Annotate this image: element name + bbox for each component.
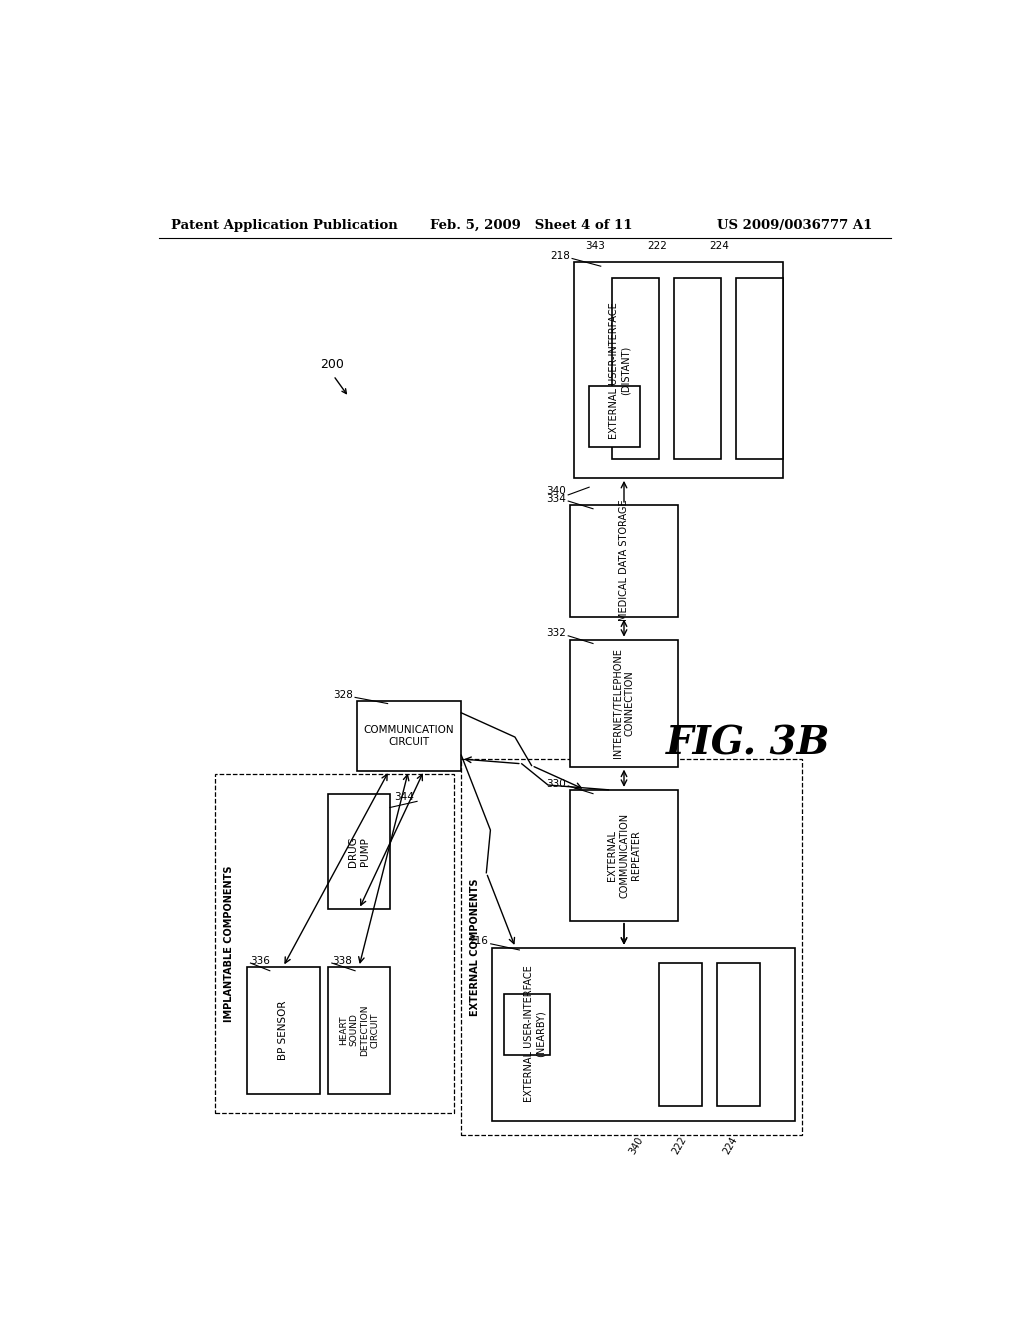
Text: 344: 344 [394, 792, 414, 803]
Bar [612, 277, 658, 459]
Text: BP SENSOR: BP SENSOR [278, 1001, 288, 1060]
Text: 224: 224 [721, 1135, 739, 1156]
Bar [493, 948, 795, 1121]
Text: 224: 224 [710, 240, 729, 251]
Text: MEDICAL DATA STORAGE: MEDICAL DATA STORAGE [618, 499, 629, 622]
Text: FIG. 3B: FIG. 3B [666, 725, 830, 763]
Text: US 2009/0036777 A1: US 2009/0036777 A1 [717, 219, 872, 232]
Text: COMMUNICATION
CIRCUIT: COMMUNICATION CIRCUIT [364, 725, 454, 747]
Bar [356, 701, 461, 771]
Text: HEART
SOUND
DETECTION
CIRCUIT: HEART SOUND DETECTION CIRCUIT [339, 1005, 379, 1056]
Bar [573, 263, 783, 478]
Text: Feb. 5, 2009   Sheet 4 of 11: Feb. 5, 2009 Sheet 4 of 11 [430, 219, 633, 232]
Text: 338: 338 [332, 956, 351, 966]
Text: 336: 336 [251, 956, 270, 966]
Bar [569, 789, 678, 921]
Bar [247, 966, 321, 1094]
Bar [658, 964, 701, 1106]
Bar [736, 277, 783, 459]
Bar [215, 775, 454, 1113]
Text: DRUG
PUMP: DRUG PUMP [348, 836, 370, 867]
Text: 328: 328 [333, 690, 352, 700]
Text: 330: 330 [546, 779, 566, 788]
Text: 218: 218 [550, 251, 569, 261]
Text: IMPLANTABLE COMPONENTS: IMPLANTABLE COMPONENTS [224, 866, 233, 1022]
Text: 216: 216 [469, 936, 488, 946]
Text: 340: 340 [628, 1135, 646, 1156]
Bar [589, 385, 640, 447]
Bar [569, 640, 678, 767]
Bar [461, 759, 802, 1135]
Bar [569, 506, 678, 616]
Text: 332: 332 [546, 628, 566, 639]
Text: EXTERNAL
COMMUNICATION
REPEATER: EXTERNAL COMMUNICATION REPEATER [607, 813, 641, 898]
Bar [504, 994, 550, 1056]
Text: 222: 222 [647, 240, 667, 251]
Text: EXTERNAL USER-INTERFACE
(DISTANT): EXTERNAL USER-INTERFACE (DISTANT) [609, 302, 631, 438]
Text: 334: 334 [546, 494, 566, 504]
Text: INTERNET/TELEPHONE
CONNECTION: INTERNET/TELEPHONE CONNECTION [613, 648, 635, 758]
Text: Patent Application Publication: Patent Application Publication [171, 219, 397, 232]
Bar [717, 964, 760, 1106]
Bar [328, 793, 390, 909]
Text: 222: 222 [671, 1135, 688, 1156]
Bar [328, 966, 390, 1094]
Bar [675, 277, 721, 459]
Text: 200: 200 [321, 358, 344, 371]
Text: EXTERNAL USER-INTERFACE
(NEARBY): EXTERNAL USER-INTERFACE (NEARBY) [524, 965, 546, 1102]
Text: 340: 340 [546, 486, 566, 496]
Text: EXTERNAL COMPONENTS: EXTERNAL COMPONENTS [470, 878, 480, 1015]
Text: 343: 343 [586, 240, 605, 251]
